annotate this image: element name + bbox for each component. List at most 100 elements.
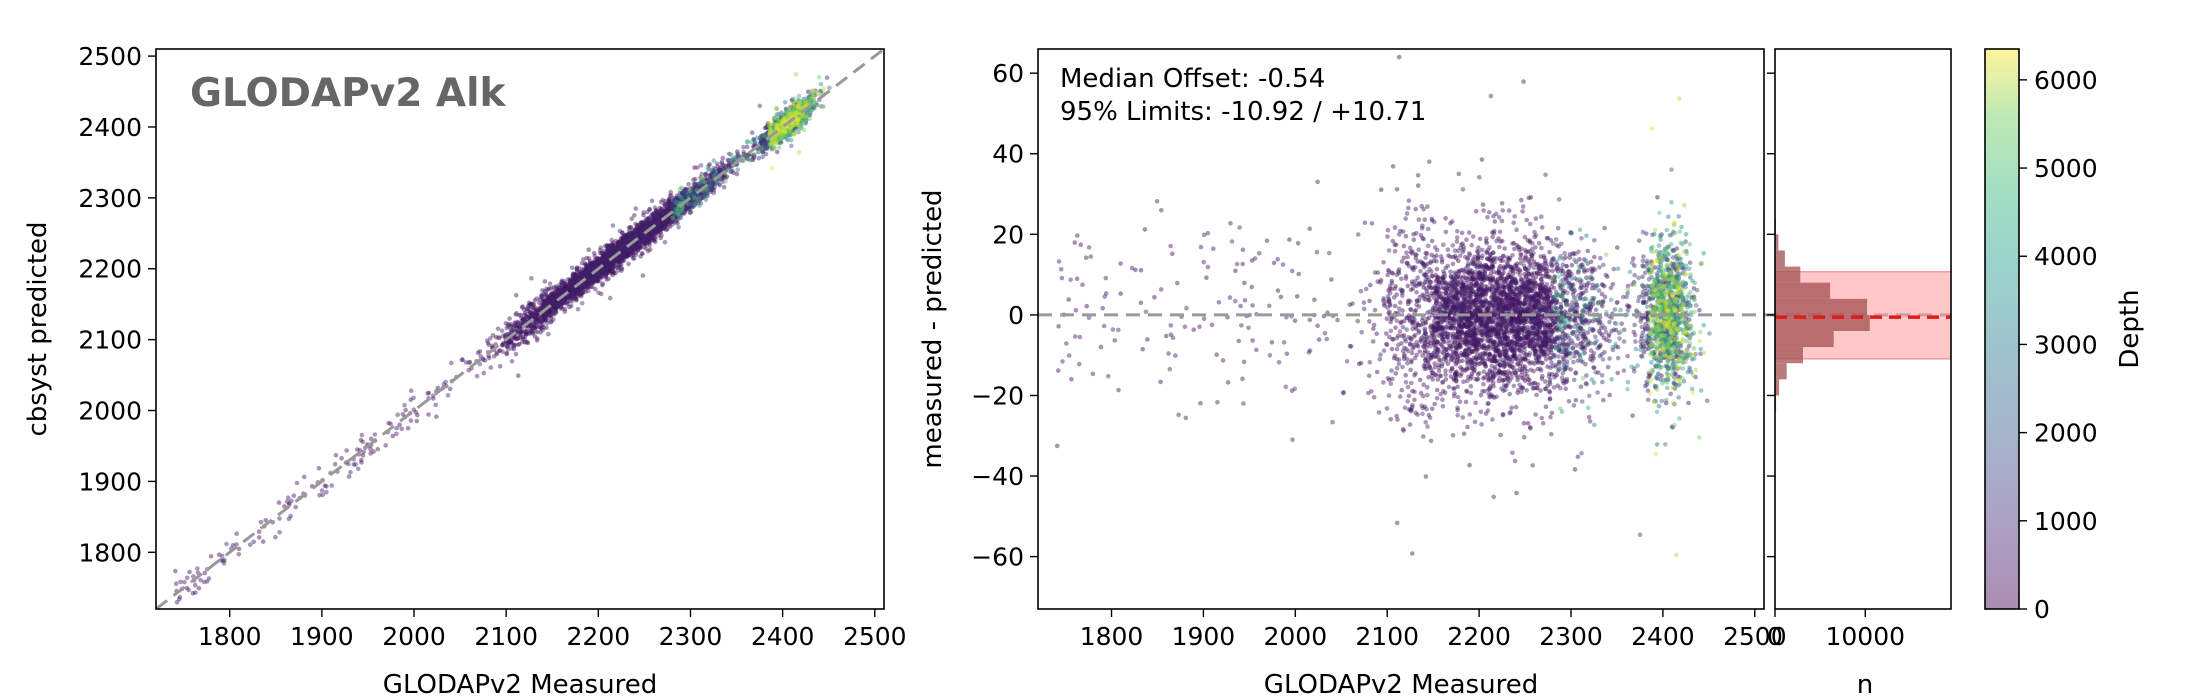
scatter-point-a bbox=[263, 518, 269, 523]
scatter-point-a bbox=[638, 239, 644, 245]
scatter-point-a bbox=[611, 248, 616, 254]
scatter-point-a bbox=[550, 299, 555, 304]
scatter-point-a bbox=[622, 247, 628, 253]
scatter-point-a bbox=[706, 163, 711, 169]
scatter-point-a bbox=[532, 326, 537, 331]
scatter-point-a bbox=[784, 131, 790, 136]
scatter-point-a bbox=[628, 225, 634, 230]
scatter-point-a bbox=[559, 279, 564, 285]
scatter-point-a bbox=[538, 306, 544, 312]
scatter-point-a bbox=[546, 309, 551, 315]
scatter-point-a bbox=[683, 191, 689, 197]
scatter-point-a bbox=[647, 232, 653, 237]
scatter-point-a bbox=[741, 145, 746, 150]
scatter-point-a bbox=[663, 223, 668, 229]
scatter-point-a bbox=[607, 243, 612, 248]
scatter-point-a bbox=[646, 223, 652, 228]
scatter-point-a bbox=[499, 342, 505, 348]
scatter-point-a bbox=[744, 153, 750, 159]
scatter-point-a bbox=[475, 350, 481, 356]
scatter-point-a bbox=[635, 232, 641, 237]
scatter-point-a bbox=[646, 233, 652, 239]
scatter-point-a bbox=[523, 316, 528, 322]
scatter-point-a bbox=[533, 329, 538, 334]
scatter-point-a bbox=[588, 273, 593, 279]
scatter-point-a bbox=[611, 249, 616, 255]
scatter-point-a bbox=[621, 246, 626, 251]
scatter-point-a bbox=[586, 275, 591, 280]
scatter-point-a bbox=[584, 283, 590, 289]
scatter-point-a bbox=[653, 229, 658, 234]
scatter-point-a bbox=[621, 243, 626, 249]
scatter-point-a bbox=[639, 220, 645, 225]
scatter-point-a bbox=[288, 513, 294, 519]
scatter-point-a bbox=[588, 261, 594, 267]
scatter-point-a bbox=[662, 219, 668, 225]
scatter-point-a bbox=[540, 303, 546, 309]
scatter-point-a bbox=[724, 174, 730, 179]
scatter-point-a bbox=[204, 579, 210, 584]
scatter-point-a bbox=[566, 294, 572, 300]
scatter-point-a bbox=[669, 207, 675, 212]
scatter-point-a bbox=[506, 340, 512, 345]
scatter-point-a bbox=[624, 239, 630, 245]
scatter-point-a bbox=[615, 244, 620, 250]
scatter-point-a bbox=[637, 235, 643, 241]
scatter-point-a bbox=[359, 432, 365, 438]
scatter-point-a bbox=[637, 230, 642, 236]
scatter-point-a bbox=[631, 231, 637, 237]
scatter-point-a bbox=[542, 318, 547, 324]
scatter-point-a bbox=[621, 250, 627, 256]
scatter-point-a bbox=[411, 407, 417, 413]
scatter-point-a bbox=[386, 420, 391, 426]
scatter-point-a bbox=[696, 198, 701, 203]
scatter-point-a bbox=[646, 216, 652, 221]
scatter-point-a bbox=[539, 318, 545, 324]
scatter-point-a bbox=[553, 294, 559, 299]
scatter-point-a bbox=[664, 207, 670, 213]
scatter-point-a bbox=[623, 248, 629, 254]
scatter-point-a bbox=[692, 195, 697, 200]
scatter-point-a bbox=[687, 206, 692, 212]
scatter-point-a bbox=[541, 301, 547, 307]
scatter-point-a bbox=[569, 293, 575, 298]
scatter-point-a bbox=[426, 412, 431, 417]
scatter-point-a bbox=[610, 261, 615, 267]
scatter-point-a bbox=[574, 270, 580, 275]
scatter-point-a bbox=[286, 516, 292, 522]
scatter-point-a bbox=[517, 331, 522, 337]
scatter-point-a bbox=[676, 198, 681, 204]
scatter-point-a bbox=[443, 379, 448, 385]
scatter-point-a bbox=[613, 257, 619, 262]
scatter-point-a bbox=[644, 217, 650, 223]
scatter-point-a bbox=[541, 325, 547, 330]
scatter-point-a bbox=[735, 167, 740, 172]
scatter-point-a bbox=[613, 242, 618, 248]
scatter-point-a bbox=[623, 246, 628, 252]
scatter-point-a bbox=[486, 353, 491, 359]
scatter-point-a bbox=[574, 275, 579, 281]
scatter-point-a bbox=[682, 192, 688, 198]
scatter-point-a bbox=[588, 272, 593, 278]
scatter-point-a bbox=[505, 347, 511, 352]
scatter-point-a bbox=[581, 257, 586, 262]
scatter-point-a bbox=[663, 210, 669, 215]
scatter-point-a bbox=[547, 296, 552, 302]
scatter-point-a bbox=[547, 308, 552, 314]
scatter-point-a bbox=[676, 225, 681, 230]
scatter-point-a bbox=[632, 232, 638, 237]
scatter-point-a bbox=[566, 294, 571, 299]
scatter-point-a bbox=[626, 231, 632, 236]
scatter-point-a bbox=[570, 282, 575, 288]
scatter-point-a bbox=[590, 273, 595, 278]
scatter-point-a bbox=[610, 248, 615, 253]
scatter-point-a bbox=[654, 213, 660, 218]
scatter-point-a bbox=[537, 306, 543, 312]
scatter-point-a bbox=[600, 281, 606, 287]
scatter-point-a bbox=[593, 262, 598, 268]
scatter-point-a bbox=[358, 437, 364, 443]
scatter-point-a bbox=[628, 246, 634, 251]
scatter-point-a bbox=[663, 206, 668, 212]
scatter-point-a bbox=[433, 402, 439, 408]
scatter-point-a bbox=[216, 552, 222, 557]
